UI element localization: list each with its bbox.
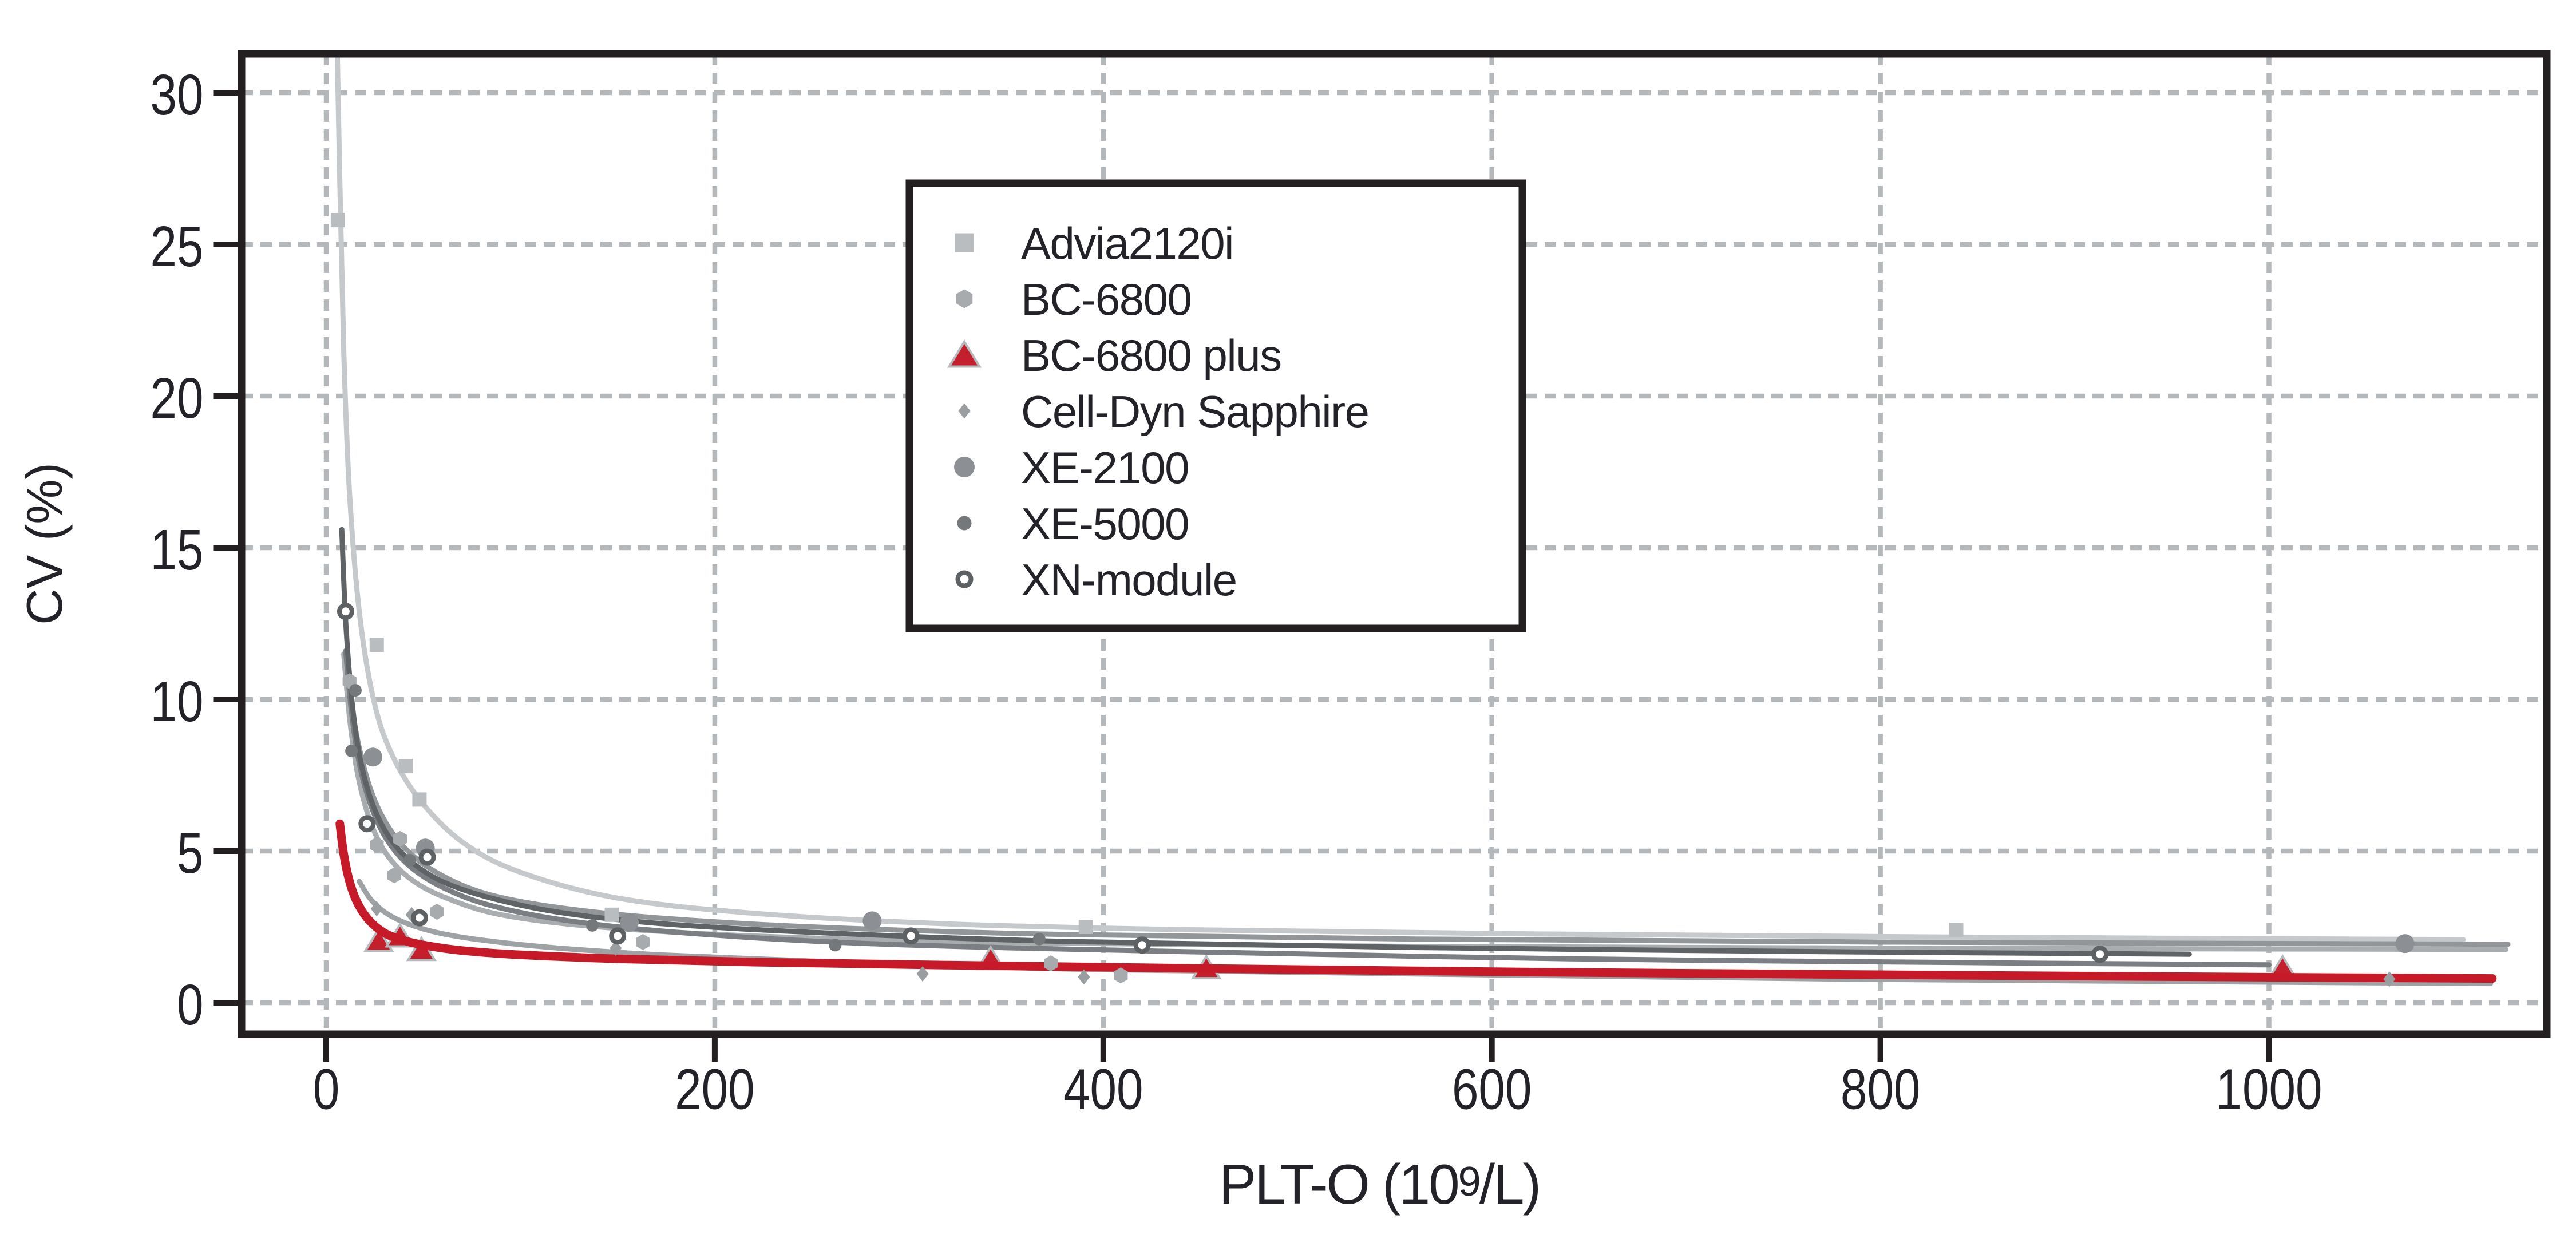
- advia2120i-data-point: [1078, 920, 1093, 934]
- legend-item-xe-2100: XE-2100: [954, 442, 1190, 493]
- legend-item-xe-5000: XE-5000: [957, 499, 1190, 549]
- xe-5000-data-point: [829, 939, 842, 952]
- plot-border: [238, 50, 2551, 1038]
- bc-6800-marker-icon: [956, 289, 973, 308]
- xn-module-data-point: [902, 927, 920, 945]
- legend-label: BC-6800: [1021, 274, 1191, 325]
- x-tick-label: 0: [313, 1058, 340, 1122]
- legend-label: BC-6800 plus: [1021, 330, 1281, 381]
- xn-module-marker-icon: [955, 570, 974, 588]
- bc-6800-plus-data-point: [363, 927, 394, 952]
- xn-module-data-point: [337, 603, 354, 620]
- x-axis-title-base: PLT-O (10: [1219, 1153, 1458, 1216]
- x-tick-label: 600: [1452, 1058, 1532, 1122]
- y-tick-label: 25: [151, 215, 204, 279]
- bc-6800-plus-marker-icon: [947, 339, 982, 368]
- xn-module-data-point: [418, 848, 436, 866]
- bc-6800-data-point: [636, 934, 650, 950]
- series-xn-module-markers: [337, 603, 2109, 963]
- legend-label: Advia2120i: [1021, 218, 1233, 268]
- xe-2100-data-point: [862, 911, 882, 931]
- x-axis-title-superscript: 9: [1458, 1159, 1479, 1205]
- x-axis: 0 200 400 600 800 1000: [313, 1038, 2322, 1122]
- advia2120i-data-point: [369, 638, 384, 652]
- xn-module-data-point: [2091, 946, 2109, 963]
- xe-2100-data-point: [2395, 934, 2415, 954]
- y-tick-label: 20: [151, 366, 204, 430]
- bc-6800-data-point: [1044, 955, 1058, 972]
- xn-module-data-point: [609, 927, 627, 945]
- fit-line-bc-6800-plus: [335, 819, 2497, 983]
- legend-label: XE-5000: [1021, 499, 1189, 549]
- x-tick-label: 1000: [2216, 1058, 2322, 1122]
- x-tick-label: 200: [675, 1058, 755, 1122]
- advia2120i-data-point: [330, 213, 345, 228]
- plot-area: [330, 54, 2511, 987]
- bc-6800-data-point: [387, 867, 401, 884]
- series-xe-2100-markers: [363, 747, 2415, 954]
- xn-module-data-point: [410, 909, 428, 927]
- y-tick-label: 5: [177, 821, 204, 885]
- legend-item-bc-6800: BC-6800: [956, 274, 1192, 325]
- bc-6800-data-point: [1114, 967, 1128, 984]
- x-tick-label: 800: [1841, 1058, 1921, 1122]
- cell-dyn-sapphire-marker-icon: [958, 403, 971, 419]
- series-advia2120i-markers: [330, 213, 1964, 937]
- bc-6800-data-point: [393, 830, 407, 847]
- xe-5000-data-point: [349, 684, 362, 697]
- y-tick-label: 0: [177, 973, 204, 1037]
- bc-6800-data-point: [370, 837, 384, 853]
- cell-dyn-sapphire-data-point: [2383, 971, 2396, 987]
- legend-item-xn-module: XN-module: [955, 555, 1237, 605]
- advia2120i-marker-icon: [955, 233, 974, 252]
- advia2120i-data-point: [398, 759, 413, 774]
- xe-5000-data-point: [586, 919, 599, 932]
- y-axis: 0 5 10 15 20 25 30: [151, 63, 238, 1037]
- cell-dyn-sapphire-data-point: [370, 901, 383, 917]
- advia2120i-data-point: [604, 907, 619, 922]
- x-axis-title: PLT-O (109/L): [1219, 1153, 1540, 1216]
- cell-dyn-sapphire-data-point: [916, 966, 929, 982]
- xe-2100-marker-icon: [954, 457, 975, 477]
- series-xe-5000-markers: [345, 684, 1046, 952]
- legend-item-advia2120i: Advia2120i: [955, 218, 1234, 268]
- fit-line-xn-module: [339, 527, 2192, 957]
- legend-box: [905, 179, 1526, 632]
- legend-label: XN-module: [1021, 555, 1237, 605]
- legend-item-cell-dyn-sapphire: Cell-Dyn Sapphire: [958, 386, 1370, 437]
- xe-5000-data-point: [1032, 932, 1046, 946]
- y-tick-label: 15: [151, 518, 204, 582]
- xe-2100-data-point: [620, 913, 639, 932]
- legend-label: Cell-Dyn Sapphire: [1021, 386, 1368, 437]
- legend-label: XE-2100: [1021, 442, 1189, 493]
- legend-item-bc-6800-plus: BC-6800 plus: [947, 330, 1282, 381]
- xe-5000-data-point: [345, 745, 358, 758]
- fit-line-advia2120i: [334, 54, 2466, 943]
- advia2120i-data-point: [1949, 923, 1964, 937]
- bc-6800-data-point: [430, 904, 444, 920]
- x-tick-label: 400: [1063, 1058, 1143, 1122]
- advia2120i-data-point: [412, 792, 427, 807]
- xe-5000-data-point: [403, 853, 416, 867]
- series-bc-6800-markers: [342, 673, 1128, 984]
- cell-dyn-sapphire-data-point: [1078, 969, 1090, 985]
- xn-module-data-point: [1133, 936, 1151, 954]
- xn-module-data-point: [358, 815, 376, 833]
- x-axis-title-tail: /L): [1479, 1153, 1540, 1216]
- y-tick-label: 10: [151, 670, 204, 734]
- y-tick-label: 30: [151, 63, 204, 127]
- xe-5000-marker-icon: [957, 516, 972, 531]
- y-axis-title: CV (%): [16, 462, 73, 625]
- xe-2100-data-point: [363, 747, 382, 767]
